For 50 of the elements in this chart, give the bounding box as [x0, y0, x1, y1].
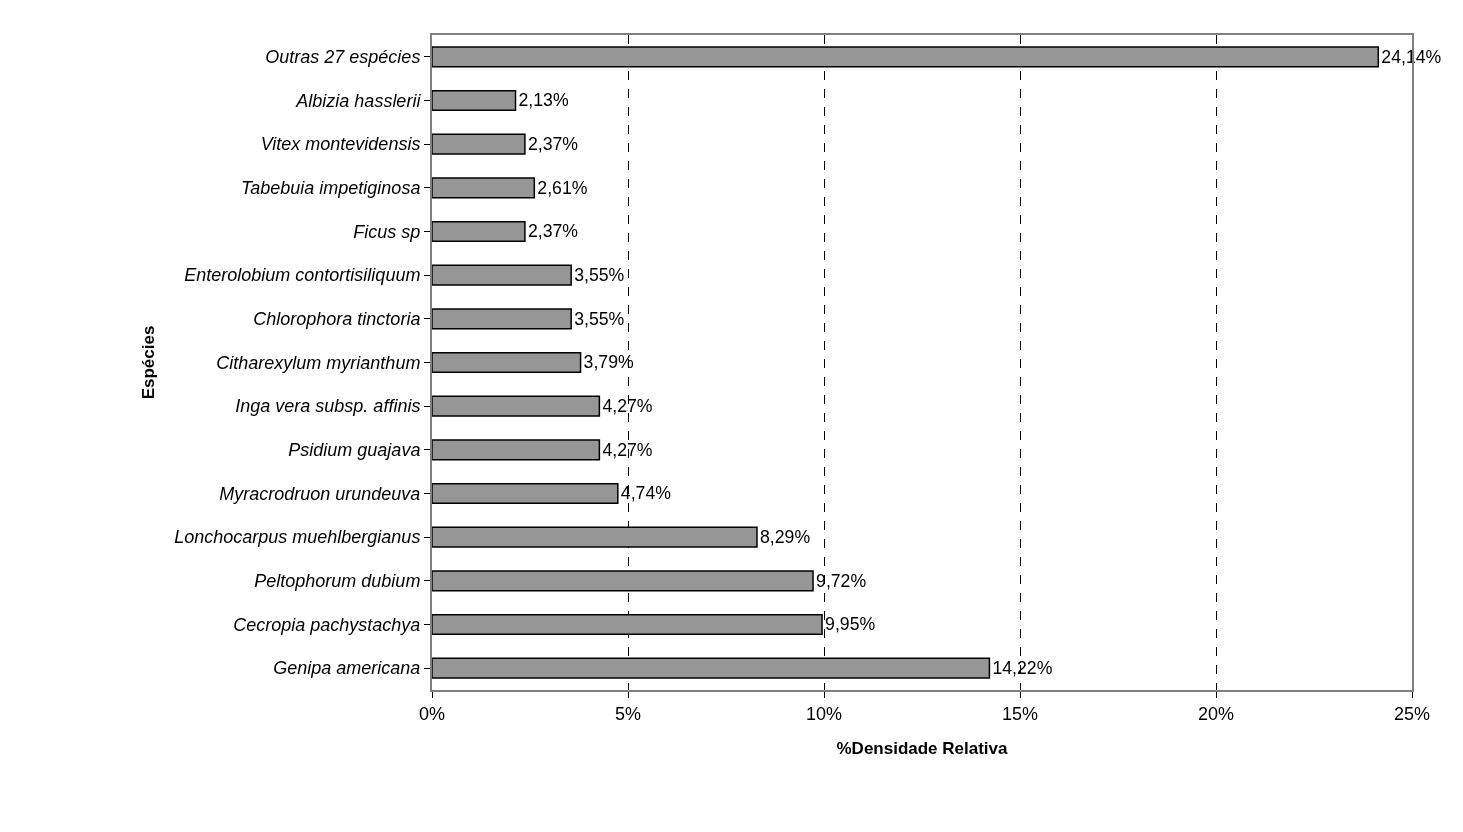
y-tick-label: Peltophorum dubium — [254, 571, 421, 592]
data-label: 9,95% — [825, 614, 876, 635]
bar — [432, 89, 517, 112]
y-tick-label: Myracrodruon urundeuva — [219, 483, 421, 504]
bar — [432, 264, 572, 286]
bar — [432, 220, 526, 243]
y-tick-label: Psidium guajava — [288, 440, 421, 461]
y-tick-label: Outras 27 espécies — [265, 47, 421, 68]
data-label: 3,55% — [574, 265, 625, 286]
bar — [432, 177, 536, 199]
y-tick-label: Lonchocarpus muehlbergianus — [174, 527, 421, 548]
bar — [432, 657, 991, 679]
y-tick-label: Inga vera subsp. affinis — [235, 396, 421, 417]
x-tick-label: 20% — [1197, 703, 1235, 724]
bar — [432, 439, 601, 461]
bar — [432, 570, 814, 592]
bar — [432, 308, 572, 330]
data-label: 2,61% — [537, 177, 588, 198]
data-label: 24,14% — [1381, 46, 1442, 67]
y-tick-label: Enterolobium contortisiliquum — [184, 265, 421, 286]
y-tick-label: Genipa americana — [273, 658, 421, 679]
x-tick-label: 5% — [614, 703, 642, 724]
data-label: 4,74% — [620, 483, 672, 504]
bar — [432, 351, 582, 374]
y-tick-label: Ficus sp — [353, 221, 421, 242]
y-tick-label: Chlorophora tinctoria — [253, 309, 421, 330]
data-label: 2,37% — [527, 134, 579, 155]
y-tick-label: Albizia hasslerii — [295, 90, 422, 111]
bar — [432, 46, 1380, 68]
bar — [432, 395, 601, 417]
y-tick-label: Vitex montevidensis — [260, 134, 421, 155]
data-label: 9,72% — [816, 570, 867, 591]
x-tick-label: 10% — [805, 703, 843, 724]
data-label: 2,37% — [527, 221, 579, 242]
data-label: 2,13% — [518, 90, 569, 111]
data-label: 8,29% — [759, 527, 811, 548]
x-tick-label: 25% — [1393, 703, 1431, 724]
data-label: 4,27% — [602, 439, 653, 460]
data-label: 4,27% — [602, 396, 653, 417]
x-tick-label: 15% — [1001, 703, 1039, 724]
y-axis-title: Espécies — [139, 325, 159, 400]
y-tick-label: Cecropia pachystachya — [233, 614, 421, 635]
x-axis-title: %Densidade Relativa — [836, 739, 1009, 759]
y-tick-label: Citharexylum myrianthum — [216, 352, 421, 373]
data-label: 14,22% — [992, 658, 1053, 679]
x-tick-label: 0% — [418, 703, 446, 724]
y-tick-label: Tabebuia impetiginosa — [240, 178, 421, 199]
bar — [432, 482, 619, 505]
data-label: 3,55% — [574, 308, 625, 329]
bar — [432, 133, 526, 155]
